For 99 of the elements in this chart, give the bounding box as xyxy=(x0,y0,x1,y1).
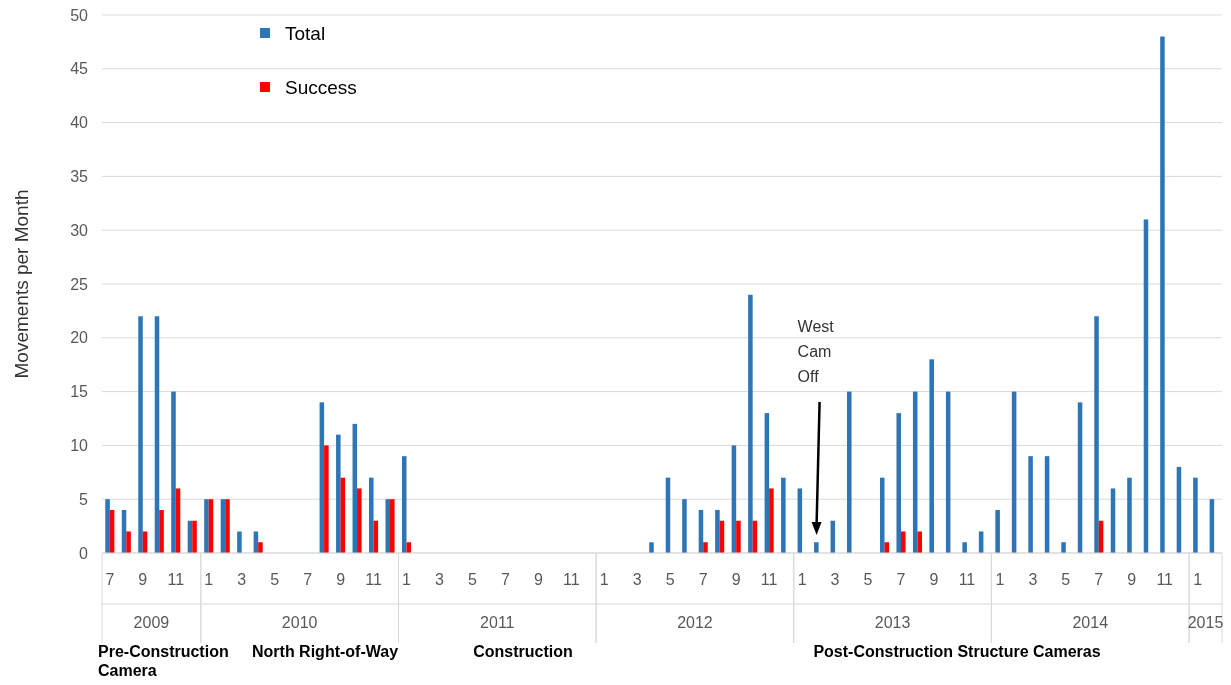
legend-label: Total xyxy=(285,22,326,44)
text: 2014 xyxy=(1072,614,1109,631)
x-tick-label: 11 xyxy=(167,571,185,588)
x-tick-label: 1 xyxy=(599,571,609,588)
y-axis-title: Movements per Month xyxy=(11,189,32,379)
x-tick-label: 5 xyxy=(863,571,873,588)
bar xyxy=(237,531,242,553)
x-tick-label: 7 xyxy=(896,571,906,588)
x-tick-label: 5 xyxy=(270,571,280,588)
x-tick-label: 9 xyxy=(929,571,939,588)
bar xyxy=(715,509,720,553)
bar xyxy=(962,542,967,553)
y-tick-label: 35 xyxy=(70,168,89,185)
text: 2011 xyxy=(480,614,515,631)
x-tick-label: 3 xyxy=(435,571,445,588)
x-tick-label: 3 xyxy=(1028,571,1038,588)
y-tick-label: 0 xyxy=(79,544,89,562)
x-tick-label: 11 xyxy=(563,571,580,588)
x-tick-label: 7 xyxy=(303,571,313,588)
text: 2012 xyxy=(677,614,713,631)
x-tick-label: 3 xyxy=(632,571,642,588)
x-tick-label: 1 xyxy=(402,571,412,588)
x-tick-label: 11 xyxy=(958,571,976,588)
bar xyxy=(736,520,741,553)
x-tick-label: 9 xyxy=(336,571,346,588)
bar xyxy=(324,445,329,553)
y-tick-label: 40 xyxy=(70,114,89,132)
bar xyxy=(879,477,885,553)
y-tick-label: 5 xyxy=(79,490,89,508)
x-tick-label: 3 xyxy=(830,571,840,588)
x-tick-label: 1 xyxy=(995,571,1005,588)
x-tick-label: 1 xyxy=(797,571,807,588)
x-tick-label: 3 xyxy=(237,571,247,588)
x-tick-label: 5 xyxy=(468,571,477,588)
x-tick-label: 9 xyxy=(533,571,543,588)
text: 2013 xyxy=(874,614,911,631)
bar xyxy=(901,531,906,553)
bar xyxy=(1160,36,1165,553)
x-tick-label: 11 xyxy=(365,571,382,588)
text: Construction xyxy=(473,643,573,660)
bar xyxy=(369,477,374,553)
bar xyxy=(1028,456,1033,553)
annotation: West Cam Off xyxy=(797,318,835,385)
bar xyxy=(917,531,923,553)
bar xyxy=(159,509,164,553)
bar xyxy=(649,542,654,553)
bar xyxy=(1061,542,1066,553)
x-tick-label: 7 xyxy=(698,571,708,588)
bar xyxy=(171,391,176,553)
bar xyxy=(929,359,934,553)
bar xyxy=(682,499,687,553)
x-tick-label: 9 xyxy=(138,571,148,588)
bar xyxy=(814,542,819,553)
x-tick-label: 11 xyxy=(1156,571,1174,588)
text: North Right-of-Way xyxy=(252,643,399,660)
bar xyxy=(336,434,341,553)
bar xyxy=(390,499,395,553)
bar xyxy=(225,499,230,553)
x-tick-label: 7 xyxy=(1094,571,1104,588)
bar xyxy=(357,488,362,553)
x-tick-label: 7 xyxy=(500,571,510,588)
bar xyxy=(748,294,753,553)
y-tick-label: 15 xyxy=(70,383,89,401)
bar xyxy=(204,499,209,553)
bar xyxy=(769,488,774,553)
x-tick-label: 5 xyxy=(1061,571,1071,588)
x-tick-label: 5 xyxy=(665,571,675,588)
bar xyxy=(995,509,1000,553)
text: Pre-Construction Camera xyxy=(98,643,229,679)
text: 2015 xyxy=(1187,614,1224,631)
y-tick-label: 50 xyxy=(70,6,89,24)
y-tick-label: 20 xyxy=(70,329,89,347)
bar xyxy=(258,542,263,553)
bar xyxy=(126,531,131,553)
bar xyxy=(847,391,852,553)
x-tick-label: 9 xyxy=(731,571,741,588)
x-tick-label: 1 xyxy=(1193,571,1203,588)
legend-label: Success xyxy=(285,76,357,98)
text: 2010 xyxy=(281,614,318,631)
bar xyxy=(781,477,786,553)
bar xyxy=(192,520,197,553)
bar xyxy=(703,542,708,553)
x-tick-label: 9 xyxy=(1127,571,1137,588)
bar xyxy=(1094,316,1099,553)
y-tick-label: 30 xyxy=(70,221,89,239)
x-tick-label: 11 xyxy=(760,571,778,588)
x-tick-label: 7 xyxy=(105,571,115,588)
bar xyxy=(896,413,901,553)
bar xyxy=(138,316,143,553)
text: Post-Construction Structure Cameras xyxy=(813,643,1101,660)
bar xyxy=(401,456,407,553)
bar xyxy=(1193,477,1198,553)
y-tick-label: 45 xyxy=(70,60,89,78)
x-tick-label: 1 xyxy=(204,571,214,588)
text: 2009 xyxy=(133,614,170,631)
bar xyxy=(105,499,110,553)
y-tick-label: 25 xyxy=(70,275,89,293)
bar xyxy=(1127,477,1132,553)
y-tick-label: 10 xyxy=(70,437,89,454)
